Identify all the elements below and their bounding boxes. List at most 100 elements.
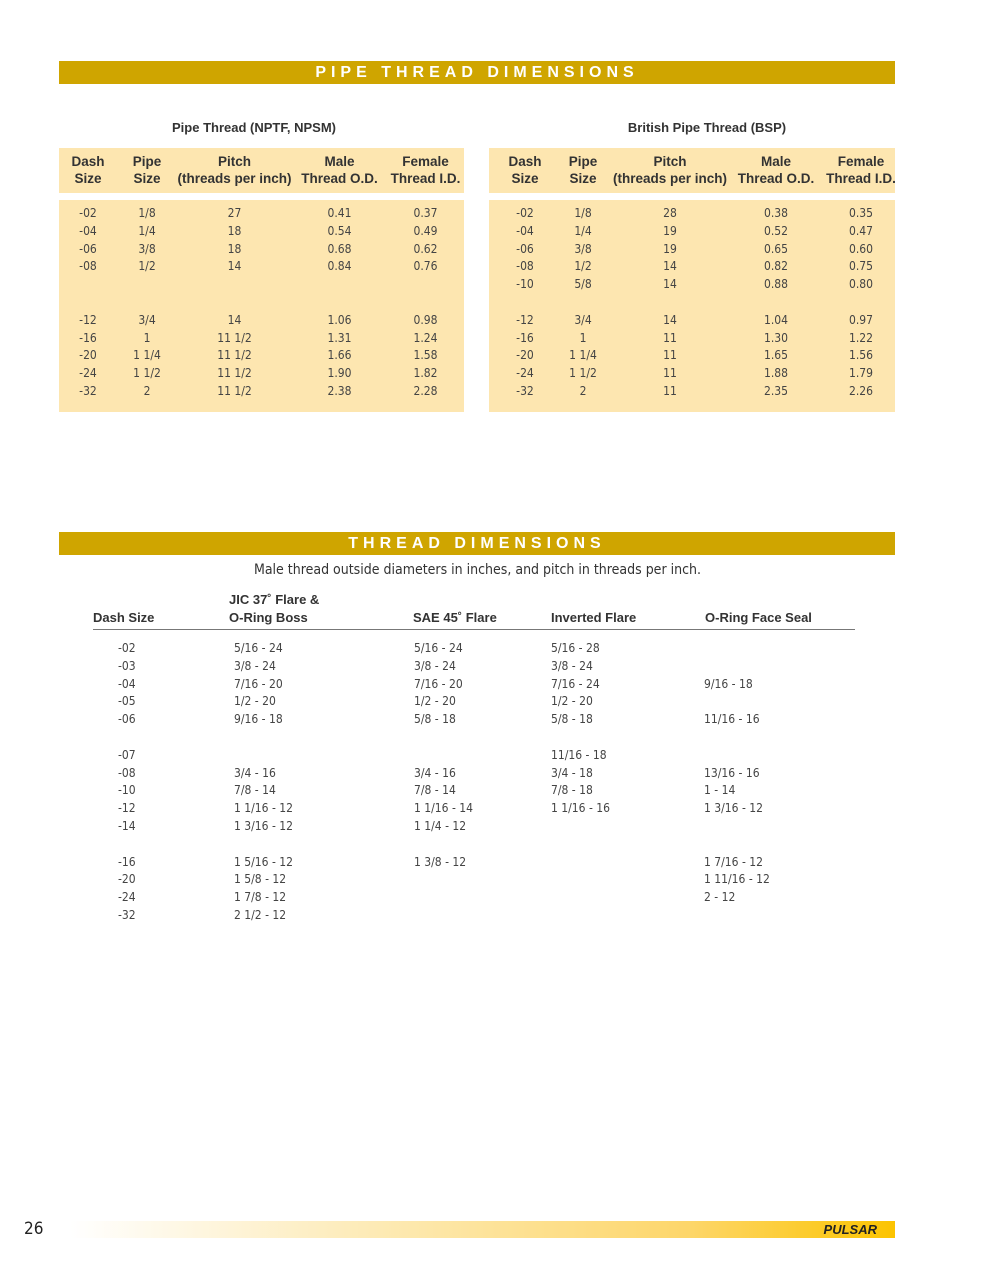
table-cell: 1 5/16 - 12 bbox=[234, 854, 294, 869]
row-spacer bbox=[59, 294, 464, 312]
table-cell: 11 bbox=[663, 366, 677, 381]
table-cell: 11 1/2 bbox=[217, 330, 252, 345]
table-cell: 1.06 bbox=[327, 312, 352, 327]
table-cell: 1 1/2 bbox=[569, 366, 597, 381]
column-header: Pitch (threads per inch) bbox=[177, 153, 292, 193]
bsp-table-title: British Pipe Thread (BSP) bbox=[627, 120, 787, 135]
table-cell: 11 1/2 bbox=[217, 348, 252, 363]
table-cell: -02 bbox=[79, 206, 97, 220]
table-cell: -16 bbox=[118, 854, 136, 869]
column-header: Dash Size bbox=[59, 153, 117, 193]
table-cell: 11 1/2 bbox=[217, 366, 252, 381]
table-cell bbox=[292, 276, 387, 294]
table-cell: 5/8 - 18 bbox=[551, 712, 593, 727]
table-cell: 1/2 bbox=[574, 259, 592, 274]
table-cell: 14 bbox=[663, 259, 677, 274]
table-cell: 7/8 - 14 bbox=[414, 783, 456, 798]
table-row: -16 1 11 1/2 1.31 1.24 bbox=[59, 330, 464, 348]
table-row: -32 2 11 2.35 2.26 bbox=[489, 383, 895, 401]
table-cell: 1/2 bbox=[138, 259, 156, 274]
table-row: -10 7/8 - 14 7/8 - 14 7/8 - 18 1 - 14 bbox=[0, 781, 989, 799]
table-cell: 2.28 bbox=[413, 383, 438, 398]
table-cell: 3/8 bbox=[574, 241, 592, 256]
table-row: -06 3/8 19 0.65 0.60 bbox=[489, 241, 895, 259]
column-header: Pitch (threads per inch) bbox=[605, 153, 735, 193]
table-cell: 1 1/2 bbox=[133, 366, 161, 381]
table-cell: -06 bbox=[79, 241, 97, 256]
table-cell: 3/8 - 24 bbox=[551, 658, 593, 673]
table-cell: 11/16 - 16 bbox=[704, 712, 760, 727]
table-row: -20 1 5/8 - 12 1 11/16 - 12 bbox=[0, 870, 989, 888]
table-row: -07 11/16 - 18 bbox=[0, 746, 989, 764]
table-row: -14 1 3/16 - 12 1 1/4 - 12 bbox=[0, 817, 989, 835]
table-cell: 0.80 bbox=[848, 277, 874, 292]
pipe-thread-banner: PIPE THREAD DIMENSIONS bbox=[59, 61, 895, 84]
table-row: -20 1 1/4 11 1.65 1.56 bbox=[489, 347, 895, 365]
page-number: 26 bbox=[24, 1219, 44, 1239]
bsp-table-header: Dash Size Pipe Size Pitch (threads per inch) M… bbox=[489, 148, 896, 193]
table-row: -06 9/16 - 18 5/8 - 18 5/8 - 18 11/16 - 16 bbox=[0, 710, 989, 728]
table-cell: 3/4 bbox=[138, 312, 156, 327]
table-cell bbox=[117, 276, 177, 294]
table-cell: 0.82 bbox=[763, 259, 789, 274]
column-header-line: (threads per inch) bbox=[177, 171, 292, 186]
column-header-line: Male bbox=[760, 154, 791, 169]
table-row: -16 1 11 1.30 1.22 bbox=[489, 330, 895, 348]
table-cell: 0.37 bbox=[413, 206, 438, 220]
table-cell: 1.56 bbox=[848, 348, 874, 363]
column-header-line: Pitch bbox=[653, 154, 687, 169]
table-cell: 1 bbox=[143, 330, 151, 345]
table-cell: 1.82 bbox=[413, 366, 438, 381]
table-cell: 1 1/4 bbox=[569, 348, 597, 363]
table-cell: 1.04 bbox=[763, 312, 789, 327]
table-cell: -06 bbox=[118, 712, 136, 727]
pulsar-logo: PULSAR bbox=[823, 1222, 877, 1237]
table-cell bbox=[59, 276, 117, 294]
table-cell: 2 - 12 bbox=[704, 890, 736, 905]
table-cell: 19 bbox=[663, 241, 677, 256]
table-cell: 0.62 bbox=[413, 241, 438, 256]
column-header-line: Male bbox=[324, 154, 355, 169]
table-cell: 0.47 bbox=[848, 223, 874, 238]
table-cell: -02 bbox=[516, 206, 534, 220]
column-header-line: Thread I.D. bbox=[390, 171, 461, 186]
table-cell: 2 bbox=[143, 383, 151, 398]
column-header: Male Thread O.D. bbox=[292, 153, 387, 193]
table-cell: 1/8 bbox=[138, 206, 156, 220]
column-header: SAE 45˚ Flare bbox=[413, 610, 497, 625]
table-cell: 1.66 bbox=[327, 348, 352, 363]
table-cell: -05 bbox=[118, 694, 136, 709]
column-header-line: Pitch bbox=[217, 154, 251, 169]
table-cell: -04 bbox=[516, 223, 534, 238]
table-cell: 1 1/4 - 12 bbox=[414, 819, 467, 833]
table-cell: 0.54 bbox=[327, 223, 352, 238]
table-row: -02 5/16 - 24 5/16 - 24 5/16 - 28 bbox=[0, 639, 989, 657]
table-cell: 7/8 - 14 bbox=[234, 783, 276, 798]
npt-table-header: Dash Size Pipe Size Pitch (threads per inch) M… bbox=[59, 148, 464, 193]
table-cell: 2.26 bbox=[848, 383, 874, 398]
table-cell: 0.65 bbox=[763, 241, 789, 256]
table-cell: -20 bbox=[516, 348, 534, 363]
table-cell bbox=[387, 276, 464, 294]
table-cell: 0.60 bbox=[848, 241, 874, 256]
table-row: -02 1/8 27 0.41 0.37 bbox=[59, 205, 464, 223]
table-cell: -03 bbox=[118, 658, 136, 673]
table-row: -05 1/2 - 20 1/2 - 20 1/2 - 20 bbox=[0, 692, 989, 710]
table-cell: 1 5/8 - 12 bbox=[234, 872, 287, 887]
column-header-line: Female bbox=[837, 154, 885, 169]
column-header: O-Ring Face Seal bbox=[705, 610, 812, 625]
table-cell: 0.84 bbox=[327, 259, 352, 274]
table-row bbox=[59, 276, 464, 294]
table-row: -04 1/4 19 0.52 0.47 bbox=[489, 223, 895, 241]
table-row: -16 1 5/16 - 12 1 3/8 - 12 1 7/16 - 12 bbox=[0, 853, 989, 871]
table-cell: 1 1/16 - 14 bbox=[414, 801, 474, 816]
table-cell: -12 bbox=[79, 312, 97, 327]
table-cell: 1.58 bbox=[413, 348, 438, 363]
table-cell: -08 bbox=[79, 259, 97, 274]
table-row: -04 7/16 - 20 7/16 - 20 7/16 - 24 9/16 - 18 bbox=[0, 675, 989, 693]
column-header: Female Thread I.D. bbox=[817, 153, 905, 193]
table-cell: -20 bbox=[79, 348, 97, 363]
table-cell bbox=[177, 276, 292, 294]
table-cell: 0.49 bbox=[413, 223, 438, 238]
table-cell: 5/8 bbox=[574, 277, 592, 292]
